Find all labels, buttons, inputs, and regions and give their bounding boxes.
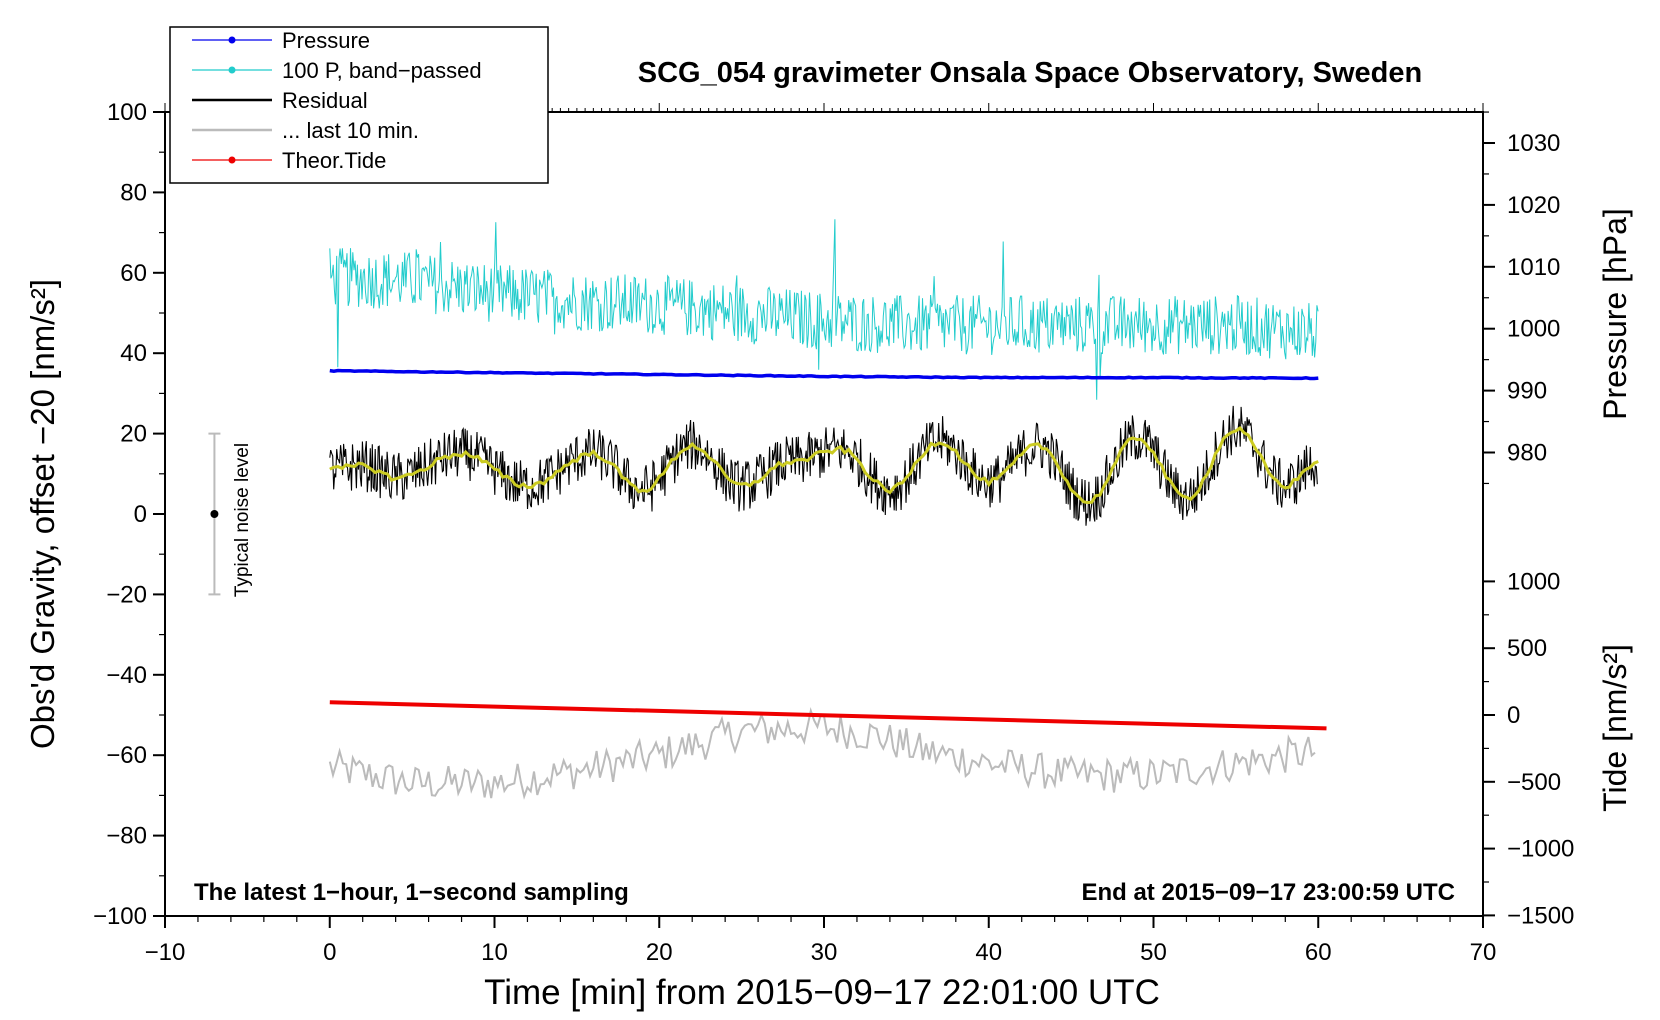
legend: Pressure 100 P, band−passed Residual ... la…: [169, 26, 549, 184]
y-tick-label: 60: [120, 260, 147, 287]
series-residual: [329, 405, 1318, 526]
x-tick-label: 10: [481, 939, 508, 966]
legend-label: Pressure: [282, 28, 370, 53]
pressure-tick-label: 1020: [1507, 192, 1560, 219]
tide-tick-label: −1000: [1507, 836, 1574, 863]
pressure-tick-label: 1010: [1507, 254, 1560, 281]
x-tick-label: −10: [145, 939, 186, 966]
legend-label: 100 P, band−passed: [282, 58, 482, 83]
series-layer: [328, 219, 1327, 800]
end-time-note: End at 2015−09−17 23:00:59 UTC: [1081, 879, 1455, 906]
x-tick-label: 60: [1305, 939, 1332, 966]
x-axis-ticks: −10 0 10 20 30 40 50 60 70: [145, 916, 1497, 966]
pressure-axis-ticks: 980 990 1000 1010 1020 1030: [1483, 111, 1560, 485]
y-axis-label: Obs'd Gravity, offset −20 [nm/s²]: [24, 279, 61, 749]
y-tick-label: 100: [107, 99, 147, 126]
tide-tick-label: 0: [1507, 702, 1520, 729]
legend-marker: [228, 66, 236, 74]
legend-items: Pressure 100 P, band−passed Residual ... la…: [192, 28, 482, 173]
noise-bar: [208, 432, 221, 596]
y-axis-ticks: −100 −80 −60 −40 −20 0 20 40 60 80 100: [93, 99, 165, 930]
noise-bar-center: [210, 510, 219, 518]
legend-marker: [228, 156, 236, 164]
y-tick-label: 80: [120, 179, 147, 206]
tide-tick-label: 500: [1507, 635, 1547, 662]
legend-label: Theor.Tide: [282, 148, 386, 173]
legend-label: Residual: [282, 88, 368, 113]
x-tick-label: 0: [323, 939, 336, 966]
y-tick-label: −80: [106, 823, 147, 850]
y-tick-label: −40: [106, 662, 147, 689]
y-tick-label: −20: [106, 581, 147, 608]
tide-tick-label: −1500: [1507, 902, 1574, 929]
pressure-tick-label: 1030: [1507, 130, 1560, 157]
y-tick-label: −100: [93, 903, 147, 930]
x-tick-label: 30: [811, 939, 838, 966]
series-theor-tide: [329, 700, 1327, 731]
y-tick-label: −60: [106, 742, 147, 769]
legend-marker: [228, 36, 236, 44]
y-tick-label: 40: [120, 340, 147, 367]
pressure-tick-label: 1000: [1507, 316, 1560, 343]
tide-tick-label: 1000: [1507, 568, 1560, 595]
x-tick-label: 70: [1470, 939, 1497, 966]
series-band-passed: [329, 219, 1319, 400]
x-tick-label: 40: [975, 939, 1002, 966]
y-tick-label: 0: [134, 501, 147, 528]
pressure-axis-label: Pressure [hPa]: [1597, 208, 1633, 420]
y-tick-label: 20: [120, 421, 147, 448]
tide-axis-label: Tide [nm/s²]: [1597, 644, 1633, 812]
tide-tick-label: −500: [1507, 769, 1561, 796]
x-tick-label: 50: [1140, 939, 1167, 966]
series-pressure: [329, 368, 1319, 381]
tide-axis-ticks: −1500 −1000 −500 0 500 1000: [1483, 568, 1574, 929]
series-residual-smoothed: [329, 425, 1319, 505]
x-axis-label: Time [min] from 2015−09−17 22:01:00 UTC: [484, 973, 1160, 1012]
plot-frame: [164, 111, 1484, 917]
sampling-note: The latest 1−hour, 1−second sampling: [194, 879, 629, 906]
legend-label: ... last 10 min.: [282, 118, 419, 143]
pressure-tick-label: 990: [1507, 378, 1547, 405]
pressure-tick-label: 980: [1507, 440, 1547, 467]
chart-title: SCG_054 gravimeter Onsala Space Observat…: [638, 57, 1422, 89]
x-tick-label: 20: [646, 939, 673, 966]
noise-label: Typical noise level: [232, 443, 253, 597]
